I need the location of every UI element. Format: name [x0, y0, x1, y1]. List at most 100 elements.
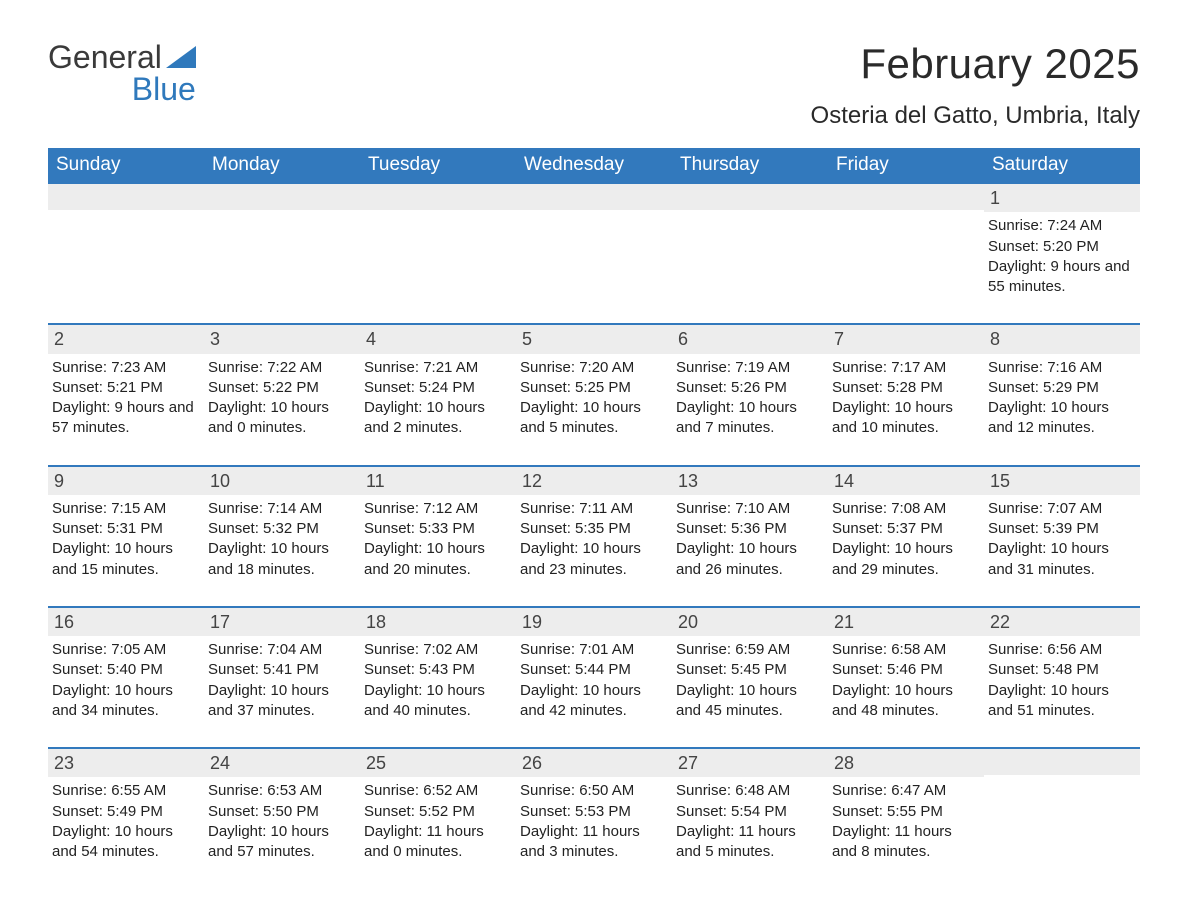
day-detail: Sunrise: 7:23 AMSunset: 5:21 PMDaylight:… [50, 358, 198, 439]
day-detail: Sunrise: 7:17 AMSunset: 5:28 PMDaylight:… [830, 358, 978, 439]
daylight-line: Daylight: 10 hours and 5 minutes. [520, 398, 666, 439]
day-number [984, 749, 1140, 775]
day-detail: Sunrise: 6:53 AMSunset: 5:50 PMDaylight:… [206, 781, 354, 862]
day-number: 9 [48, 467, 204, 495]
sunrise-line: Sunrise: 7:04 AM [208, 640, 354, 660]
sunrise-line: Sunrise: 6:50 AM [520, 781, 666, 801]
sunset-line: Sunset: 5:33 PM [364, 519, 510, 539]
sunset-line: Sunset: 5:54 PM [676, 802, 822, 822]
day-cell: 17 Sunrise: 7:04 AMSunset: 5:41 PMDayligh… [204, 608, 360, 725]
sunset-line: Sunset: 5:39 PM [988, 519, 1134, 539]
sunset-line: Sunset: 5:49 PM [52, 802, 198, 822]
sunset-line: Sunset: 5:26 PM [676, 378, 822, 398]
calendar-table: SundayMondayTuesdayWednesdayThursdayFrid… [48, 148, 1140, 866]
day-detail: Sunrise: 6:52 AMSunset: 5:52 PMDaylight:… [362, 781, 510, 862]
day-cell: 25 Sunrise: 6:52 AMSunset: 5:52 PMDayligh… [360, 749, 516, 866]
day-number: 28 [828, 749, 984, 777]
sunset-line: Sunset: 5:32 PM [208, 519, 354, 539]
day-number: 10 [204, 467, 360, 495]
day-number [204, 184, 360, 210]
day-cell: 10 Sunrise: 7:14 AMSunset: 5:32 PMDayligh… [204, 467, 360, 584]
dow-cell: Sunday [48, 148, 204, 182]
day-detail: Sunrise: 7:15 AMSunset: 5:31 PMDaylight:… [50, 499, 198, 580]
day-cell: 23Sunrise: 6:55 AMSunset: 5:49 PMDayligh… [48, 749, 204, 866]
sunset-line: Sunset: 5:36 PM [676, 519, 822, 539]
logo-icon [166, 46, 196, 68]
day-number: 12 [516, 467, 672, 495]
sunrise-line: Sunrise: 7:19 AM [676, 358, 822, 378]
day-cell [672, 184, 828, 301]
sunrise-line: Sunrise: 6:48 AM [676, 781, 822, 801]
daylight-line: Daylight: 10 hours and 29 minutes. [832, 539, 978, 580]
sunset-line: Sunset: 5:43 PM [364, 660, 510, 680]
day-cell: 12Sunrise: 7:11 AMSunset: 5:35 PMDayligh… [516, 467, 672, 584]
week-row: 1Sunrise: 7:24 AMSunset: 5:20 PMDaylight… [48, 182, 1140, 301]
sunset-line: Sunset: 5:48 PM [988, 660, 1134, 680]
sunset-line: Sunset: 5:52 PM [364, 802, 510, 822]
day-number: 5 [516, 325, 672, 353]
day-cell: 13Sunrise: 7:10 AMSunset: 5:36 PMDayligh… [672, 467, 828, 584]
day-detail: Sunrise: 6:59 AMSunset: 5:45 PMDaylight:… [674, 640, 822, 721]
day-cell: 14Sunrise: 7:08 AMSunset: 5:37 PMDayligh… [828, 467, 984, 584]
day-cell: 4Sunrise: 7:21 AMSunset: 5:24 PMDaylight… [360, 325, 516, 442]
day-number [672, 184, 828, 210]
daylight-line: Daylight: 9 hours and 55 minutes. [988, 257, 1134, 298]
day-cell: 26Sunrise: 6:50 AMSunset: 5:53 PMDayligh… [516, 749, 672, 866]
sunrise-line: Sunrise: 7:14 AM [208, 499, 354, 519]
daylight-line: Daylight: 11 hours and 5 minutes. [676, 822, 822, 863]
day-detail: Sunrise: 6:47 AMSunset: 5:55 PMDaylight:… [830, 781, 978, 862]
daylight-line: Daylight: 10 hours and 7 minutes. [676, 398, 822, 439]
day-detail: Sunrise: 7:04 AMSunset: 5:41 PMDaylight:… [206, 640, 354, 721]
day-cell: 27Sunrise: 6:48 AMSunset: 5:54 PMDayligh… [672, 749, 828, 866]
dow-cell: Saturday [984, 148, 1140, 182]
day-cell: 9 Sunrise: 7:15 AMSunset: 5:31 PMDaylight… [48, 467, 204, 584]
sunrise-line: Sunrise: 7:11 AM [520, 499, 666, 519]
day-number: 17 [204, 608, 360, 636]
dow-cell: Wednesday [516, 148, 672, 182]
day-detail: Sunrise: 7:08 AMSunset: 5:37 PMDaylight:… [830, 499, 978, 580]
sunset-line: Sunset: 5:21 PM [52, 378, 198, 398]
day-cell [516, 184, 672, 301]
day-number: 11 [360, 467, 516, 495]
day-cell: 24Sunrise: 6:53 AMSunset: 5:50 PMDayligh… [204, 749, 360, 866]
page-title: February 2025 [811, 40, 1140, 88]
sunrise-line: Sunrise: 7:16 AM [988, 358, 1134, 378]
daylight-line: Daylight: 10 hours and 45 minutes. [676, 681, 822, 722]
day-cell: 16Sunrise: 7:05 AMSunset: 5:40 PMDayligh… [48, 608, 204, 725]
day-number [828, 184, 984, 210]
location-subtitle: Osteria del Gatto, Umbria, Italy [811, 102, 1140, 130]
day-detail: Sunrise: 7:10 AMSunset: 5:36 PMDaylight:… [674, 499, 822, 580]
daylight-line: Daylight: 10 hours and 2 minutes. [364, 398, 510, 439]
dow-cell: Tuesday [360, 148, 516, 182]
sunrise-line: Sunrise: 6:59 AM [676, 640, 822, 660]
day-cell: 21Sunrise: 6:58 AMSunset: 5:46 PMDayligh… [828, 608, 984, 725]
dow-cell: Friday [828, 148, 984, 182]
day-cell: 6Sunrise: 7:19 AMSunset: 5:26 PMDaylight… [672, 325, 828, 442]
brand-logo: General Blue [48, 40, 196, 105]
sunrise-line: Sunrise: 7:21 AM [364, 358, 510, 378]
sunset-line: Sunset: 5:45 PM [676, 660, 822, 680]
daylight-line: Daylight: 10 hours and 0 minutes. [208, 398, 354, 439]
day-number: 25 [360, 749, 516, 777]
sunrise-line: Sunrise: 7:17 AM [832, 358, 978, 378]
sunrise-line: Sunrise: 7:22 AM [208, 358, 354, 378]
sunset-line: Sunset: 5:31 PM [52, 519, 198, 539]
logo-word2: Blue [132, 73, 196, 105]
sunrise-line: Sunrise: 7:02 AM [364, 640, 510, 660]
day-detail: Sunrise: 7:02 AMSunset: 5:43 PMDaylight:… [362, 640, 510, 721]
sunrise-line: Sunrise: 7:01 AM [520, 640, 666, 660]
day-detail: Sunrise: 6:58 AMSunset: 5:46 PMDaylight:… [830, 640, 978, 721]
day-cell: 22Sunrise: 6:56 AMSunset: 5:48 PMDayligh… [984, 608, 1140, 725]
week-row: 9 Sunrise: 7:15 AMSunset: 5:31 PMDaylight… [48, 465, 1140, 584]
day-cell: 28 Sunrise: 6:47 AMSunset: 5:55 PMDayligh… [828, 749, 984, 866]
day-number: 8 [984, 325, 1140, 353]
sunrise-line: Sunrise: 7:20 AM [520, 358, 666, 378]
day-cell: 7Sunrise: 7:17 AMSunset: 5:28 PMDaylight… [828, 325, 984, 442]
day-cell: 5Sunrise: 7:20 AMSunset: 5:25 PMDaylight… [516, 325, 672, 442]
day-cell [48, 184, 204, 301]
day-cell: 8Sunrise: 7:16 AMSunset: 5:29 PMDaylight… [984, 325, 1140, 442]
sunrise-line: Sunrise: 7:10 AM [676, 499, 822, 519]
daylight-line: Daylight: 10 hours and 10 minutes. [832, 398, 978, 439]
day-detail: Sunrise: 7:14 AMSunset: 5:32 PMDaylight:… [206, 499, 354, 580]
sunrise-line: Sunrise: 6:58 AM [832, 640, 978, 660]
